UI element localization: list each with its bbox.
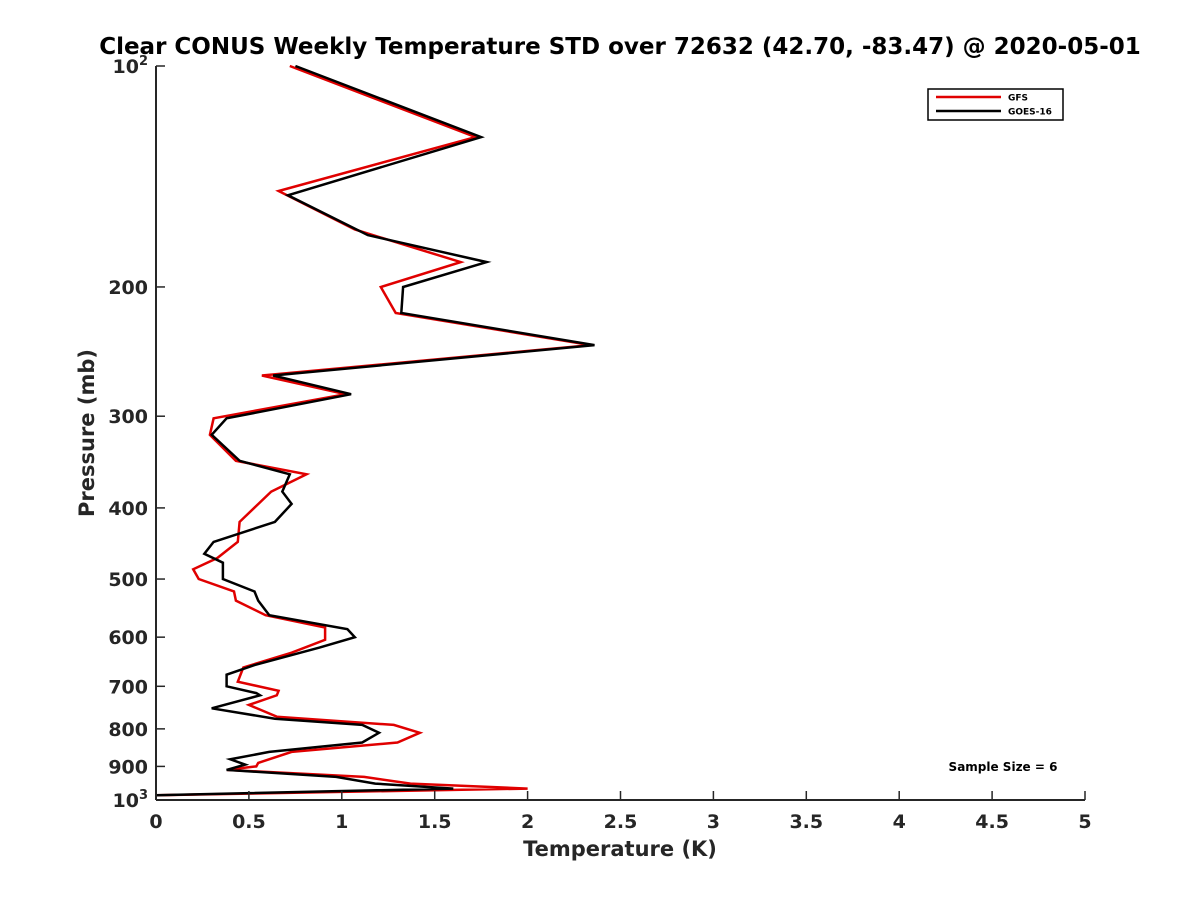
x-tick-label: 4 [893,811,906,833]
axes-layer: 0 0.5 1 1.5 2 2.5 3 3.5 4 4.5 5 102 200 300 400 500 600 7… [108,54,1091,833]
x-tick-label: 1 [335,811,348,833]
y-tick-label: 300 [108,406,148,428]
legend-label: GFS [1008,94,1028,104]
y-tick-label: 800 [108,719,148,741]
x-tick-label: 2 [521,811,534,833]
y-tick-label: 102 [113,54,149,78]
y-tick-label: 200 [108,277,148,299]
plot-area [156,66,1085,800]
y-tick-label: 400 [108,498,148,520]
chart-title: Clear CONUS Weekly Temperature STD over … [99,34,1141,60]
y-tick-label: 600 [108,627,148,649]
legend-box [927,88,1064,121]
x-tick-label: 0.5 [232,811,266,833]
y-tick-label: 500 [108,569,148,591]
x-tick-label: 5 [1078,811,1091,833]
series-line-goes-16 [155,64,595,797]
y-axis-label: Pressure (mb) [75,349,99,517]
legend: GFS GOES-16 [927,88,1064,121]
x-tick-label: 2.5 [604,811,638,833]
legend-label: GOES-16 [1008,108,1052,118]
plot-background [156,66,1085,800]
x-tick-label: 3.5 [789,811,823,833]
series-layer [155,64,595,797]
y-tick-label: 700 [108,676,148,698]
x-tick-label: 4.5 [975,811,1009,833]
x-tick-label: 3 [707,811,720,833]
x-tick-label: 1.5 [418,811,452,833]
x-tick-label: 0 [149,811,162,833]
y-tick-label: 900 [108,756,148,778]
sample-size-annotation: Sample Size = 6 [949,760,1058,774]
y-tick-label: 103 [113,788,149,812]
x-axis-label: Temperature (K) [523,837,717,861]
